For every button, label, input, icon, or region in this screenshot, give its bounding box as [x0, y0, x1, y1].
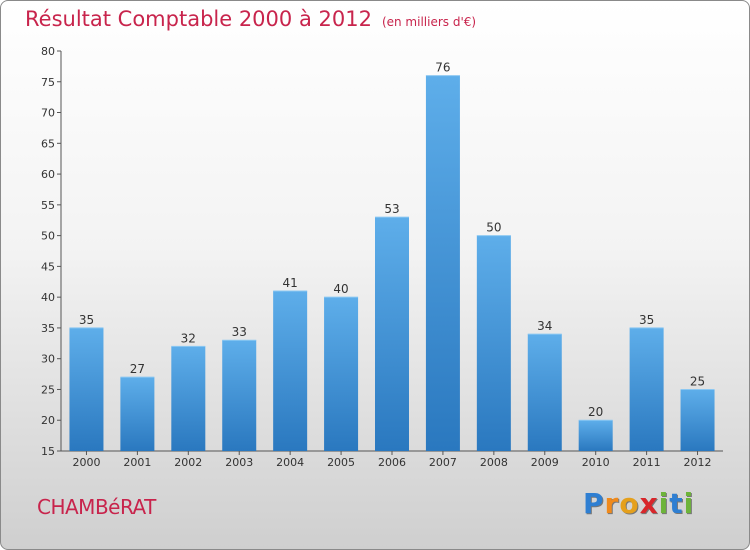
commune-name: CHAMBéRAT	[37, 495, 156, 519]
x-tick-label: 2000	[72, 456, 100, 469]
data-label: 20	[588, 405, 603, 419]
bar	[375, 217, 409, 451]
y-tick-label: 45	[41, 260, 55, 273]
logo-letter: x	[639, 487, 659, 520]
logo-letter: o	[619, 487, 640, 520]
y-tick-label: 50	[41, 230, 55, 243]
data-label: 40	[333, 282, 348, 296]
logo-letter: i	[683, 487, 695, 520]
y-tick-label: 55	[41, 199, 55, 212]
y-tick-label: 15	[41, 445, 55, 458]
data-label: 33	[232, 325, 247, 339]
data-label: 27	[130, 362, 145, 376]
bar	[527, 334, 562, 451]
bar	[273, 291, 308, 451]
data-label: 53	[384, 202, 399, 216]
y-tick-label: 75	[41, 76, 55, 89]
chart-axes: 15 20 25 30 35 40 45 50 55 60 65 70 75 80 2000 2001 2002…	[41, 45, 723, 469]
y-tick-label: 25	[41, 383, 55, 396]
chart-subtitle: (en milliers d'€)	[381, 15, 477, 29]
bar	[425, 75, 460, 451]
proxiti-logo[interactable]: Proxiti	[583, 487, 694, 520]
bar	[476, 235, 511, 451]
y-tick-label: 65	[41, 137, 55, 150]
x-tick-label: 2009	[531, 456, 559, 469]
chart-bars: 35 27 32 33 41 40 53 76 50 34 20 35 25	[69, 61, 715, 451]
data-label: 50	[486, 221, 501, 235]
bar	[69, 327, 104, 451]
y-tick-label: 70	[41, 107, 55, 120]
y-tick-label: 30	[41, 353, 55, 366]
y-tick-label: 60	[41, 168, 55, 181]
bar	[578, 420, 613, 451]
logo-letter: t	[669, 487, 684, 520]
data-label: 34	[537, 319, 552, 333]
logo-letter: i	[658, 487, 670, 520]
x-tick-label: 2004	[276, 456, 304, 469]
x-tick-label: 2012	[684, 456, 712, 469]
x-tick-label: 2011	[633, 456, 661, 469]
bar	[629, 327, 664, 451]
y-tick-label: 80	[41, 45, 55, 58]
x-tick-label: 2010	[582, 456, 610, 469]
y-tick-label: 40	[41, 291, 55, 304]
logo-letter: P	[583, 487, 605, 520]
x-tick-label: 2002	[174, 456, 202, 469]
x-tick-label: 2007	[429, 456, 457, 469]
x-tick-label: 2005	[327, 456, 355, 469]
bar	[680, 389, 715, 451]
data-label: 35	[639, 313, 654, 327]
chart-title: Résultat Comptable 2000 à 2012 (en millie…	[25, 7, 476, 31]
data-label: 41	[283, 276, 298, 290]
x-tick-label: 2003	[225, 456, 253, 469]
x-tick-label: 2001	[123, 456, 151, 469]
data-label: 35	[79, 313, 94, 327]
data-label: 32	[181, 331, 196, 345]
bar	[171, 346, 206, 451]
bar	[222, 340, 257, 451]
y-tick-label: 20	[41, 414, 55, 427]
y-tick-label: 35	[41, 322, 55, 335]
chart-title-text: Résultat Comptable 2000 à 2012	[25, 7, 372, 31]
data-label: 25	[690, 374, 705, 388]
data-label: 76	[435, 61, 450, 75]
x-tick-label: 2008	[480, 456, 508, 469]
bar	[120, 377, 155, 451]
bar	[324, 297, 359, 451]
logo-letter: r	[604, 487, 620, 520]
x-tick-label: 2006	[378, 456, 406, 469]
